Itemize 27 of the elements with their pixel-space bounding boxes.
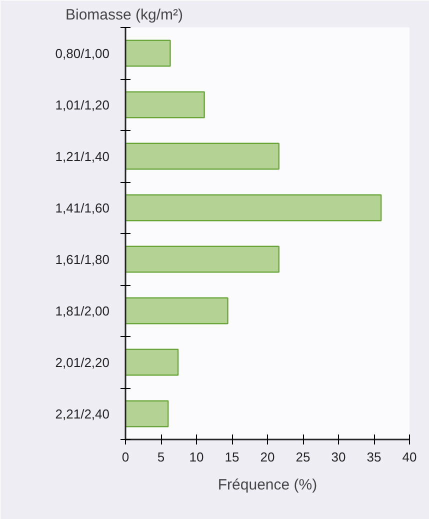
bar: [126, 40, 171, 67]
bar: [126, 297, 228, 324]
x-tick-label: 10: [189, 450, 204, 464]
y-tick-label: 2,01/2,20: [55, 354, 110, 370]
x-axis-title: Fréquence (%): [218, 476, 318, 494]
x-tick-label: 40: [402, 450, 417, 464]
bar: [126, 194, 382, 222]
y-tick-label: 1,41/1,60: [55, 200, 110, 216]
x-tick-label: 15: [224, 450, 240, 464]
bar: [126, 400, 169, 428]
bar: [126, 348, 179, 376]
y-tick-label: 1,01/1,20: [55, 97, 110, 112]
bar: [126, 91, 205, 118]
y-tick-label: 2,21/2,40: [55, 406, 110, 422]
x-tick-label: 5: [157, 450, 165, 464]
y-tick-label: 1,21/1,40: [55, 148, 110, 164]
x-tick-label: 25: [296, 450, 310, 464]
x-tick-label: 20: [260, 450, 275, 464]
x-tick-label: 0: [122, 450, 130, 464]
y-tick-label: 1,81/2,00: [55, 303, 110, 318]
y-tick-label: 1,61/1,80: [55, 252, 110, 267]
y-axis-title: Biomasse (kg/m²): [66, 6, 184, 24]
x-tick-label: 30: [331, 450, 346, 464]
bar: [126, 142, 280, 170]
y-tick-label: 0,80/1,00: [55, 46, 110, 61]
x-tick-label: 35: [366, 450, 382, 464]
bar: [126, 246, 280, 273]
